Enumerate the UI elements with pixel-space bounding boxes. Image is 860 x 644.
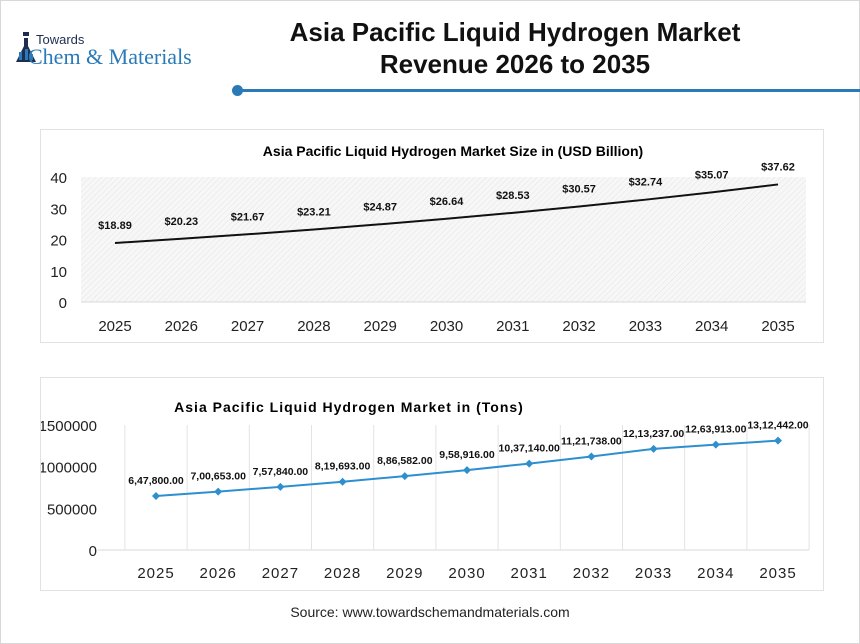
data-label: 7,00,653.00 — [190, 471, 246, 483]
x-tick-label: 2030 — [448, 565, 485, 582]
y-tick-label: 20 — [50, 233, 67, 250]
x-tick-label: 2028 — [297, 318, 330, 335]
logo-text-top: Towards — [36, 32, 85, 47]
x-tick-label: 2035 — [759, 565, 796, 582]
y-tick-label: 500000 — [47, 501, 97, 518]
title-line-2: Revenue 2026 to 2035 — [379, 49, 651, 79]
source-note: Source: www.towardschemandmaterials.com — [290, 604, 570, 620]
x-tick-label: 2034 — [695, 318, 728, 335]
x-tick-label: 2028 — [324, 565, 361, 582]
data-label: 7,57,840.00 — [253, 466, 309, 478]
data-label: $37.62 — [761, 161, 795, 173]
flask-icon — [16, 32, 36, 62]
data-point — [587, 452, 596, 461]
y-tick-label: 0 — [59, 295, 67, 312]
data-point — [400, 472, 409, 481]
data-label: 12,13,237.00 — [623, 428, 684, 440]
data-label: 6,47,800.00 — [128, 475, 184, 487]
data-label: 8,19,693.00 — [315, 461, 371, 473]
x-tick-label: 2032 — [573, 565, 610, 582]
chart-title: Asia Pacific Liquid Hydrogen Market Size… — [263, 143, 643, 159]
data-label: $18.89 — [98, 220, 132, 232]
y-tick-label: 0 — [89, 543, 97, 560]
data-label: $20.23 — [164, 216, 198, 228]
x-tick-label: 2025 — [137, 565, 174, 582]
page-title: Asia Pacific Liquid Hydrogen Market Reve… — [250, 16, 780, 80]
x-tick-label: 2033 — [635, 565, 672, 582]
series-line — [114, 183, 779, 244]
data-point — [463, 466, 471, 475]
data-label: $26.64 — [430, 196, 465, 208]
y-tick-label: 1500000 — [41, 418, 97, 435]
plot-area — [81, 177, 806, 302]
data-point — [276, 482, 285, 491]
x-tick-label: 2033 — [629, 318, 662, 335]
data-label: 12,63,913.00 — [685, 424, 746, 436]
accent-line — [238, 89, 860, 92]
x-tick-label: 2034 — [697, 565, 734, 582]
data-point — [774, 436, 782, 445]
x-tick-label: 2032 — [562, 318, 595, 335]
y-tick-label: 40 — [50, 170, 67, 187]
x-tick-label: 2026 — [165, 318, 198, 335]
data-label: $35.07 — [695, 169, 729, 181]
x-tick-label: 2030 — [430, 318, 463, 335]
data-label: $23.21 — [297, 206, 331, 218]
data-label: 8,86,582.00 — [377, 455, 433, 467]
data-label: 13,12,442.00 — [747, 420, 808, 432]
x-tick-label: 2035 — [761, 318, 794, 335]
data-label: 10,37,140.00 — [499, 443, 560, 455]
x-tick-label: 2027 — [231, 318, 264, 335]
chart-title: Asia Pacific Liquid Hydrogen Market in (… — [174, 399, 524, 415]
data-point — [152, 492, 160, 501]
x-tick-label: 2029 — [386, 565, 423, 582]
data-label: 11,21,738.00 — [561, 436, 622, 448]
x-tick-label: 2026 — [200, 565, 237, 582]
y-tick-label: 1000000 — [41, 460, 97, 477]
data-point — [711, 440, 720, 449]
y-tick-label: 10 — [50, 264, 67, 281]
x-tick-label: 2027 — [262, 565, 299, 582]
chart-revenue: Asia Pacific Liquid Hydrogen Market Size… — [50, 143, 806, 335]
x-tick-label: 2029 — [364, 318, 397, 335]
data-label: 9,58,916.00 — [439, 449, 495, 461]
data-label: $28.53 — [496, 190, 530, 202]
data-label: $32.74 — [629, 177, 664, 189]
data-label: $30.57 — [562, 183, 596, 195]
logo-text-main: Chem & Materials — [28, 44, 192, 69]
y-tick-label: 30 — [50, 201, 67, 218]
data-point — [649, 444, 658, 453]
chart-panel-tons: Asia Pacific Liquid Hydrogen Market in (… — [40, 377, 824, 591]
data-point — [525, 459, 534, 468]
data-point — [214, 487, 223, 496]
title-line-1: Asia Pacific Liquid Hydrogen Market — [289, 17, 741, 47]
chart-panel-revenue: Asia Pacific Liquid Hydrogen Market Size… — [40, 129, 824, 343]
chart-tons: Asia Pacific Liquid Hydrogen Market in (… — [41, 399, 810, 582]
x-tick-label: 2031 — [511, 565, 548, 582]
data-point — [338, 477, 347, 486]
data-label: $21.67 — [231, 211, 265, 223]
x-tick-label: 2025 — [98, 318, 131, 335]
data-label: $24.87 — [363, 201, 397, 213]
accent-dot — [232, 85, 243, 96]
x-tick-label: 2031 — [496, 318, 529, 335]
